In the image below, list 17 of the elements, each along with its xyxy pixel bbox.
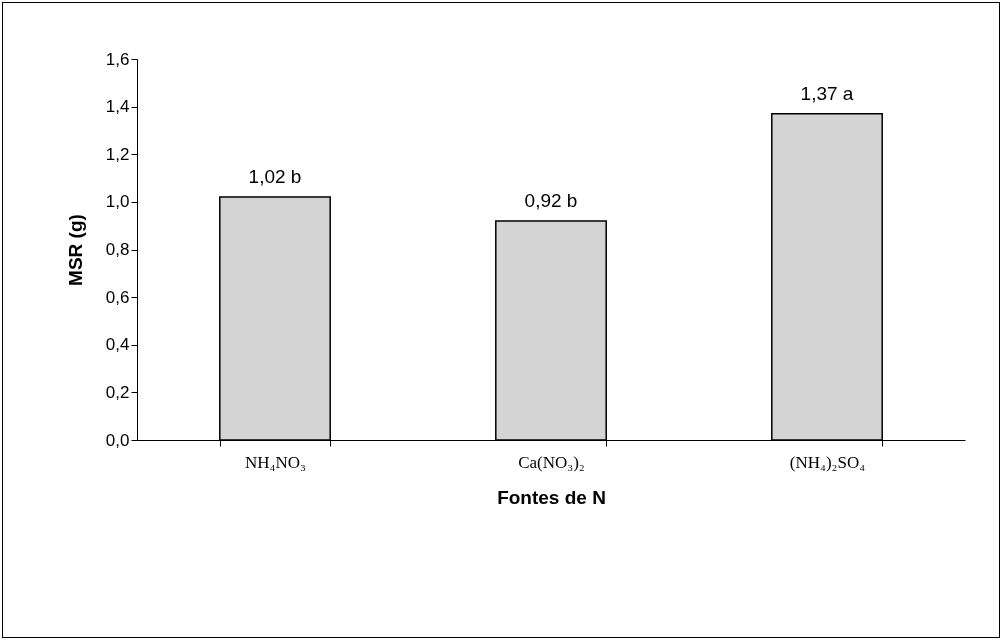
data-label: 0,92 b — [524, 189, 578, 211]
y-tick-label: 1,0 — [105, 192, 130, 212]
y-tick-label: 0,2 — [105, 382, 130, 402]
y-tick-label: 1,6 — [105, 49, 130, 69]
y-tick-label: 0,6 — [105, 287, 130, 307]
x-tick-label: NH₄NO₃ — [245, 452, 307, 472]
y-tick-label: 0,0 — [105, 430, 130, 450]
data-label: 1,02 b — [248, 166, 302, 188]
x-tick-label: Ca(NO₃)₂ — [518, 452, 585, 472]
x-axis-title: Fontes de N — [497, 486, 606, 508]
x-tick-label: (NH₄)₂SO₄ — [789, 452, 866, 472]
y-tick-label: 0,4 — [105, 335, 130, 355]
y-axis-title: MSR (g) — [64, 214, 86, 286]
y-tick-label: 1,2 — [105, 144, 130, 164]
y-tick-label: 0,8 — [105, 240, 130, 259]
data-label: 1,37 a — [800, 82, 854, 104]
y-tick-label: 1,4 — [105, 97, 130, 117]
